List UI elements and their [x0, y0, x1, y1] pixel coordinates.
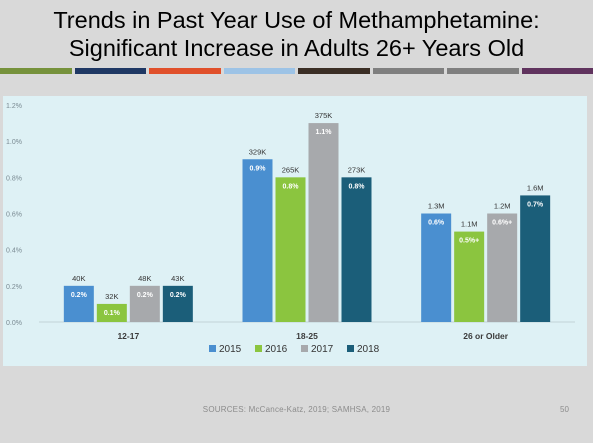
- bar-2016-26 or Older: [454, 231, 485, 322]
- bar-percent-label: 0.8%: [283, 183, 300, 190]
- color-strip-segment: [149, 68, 221, 74]
- legend-swatch-2018: [347, 345, 354, 352]
- bar-2018-18-25: [341, 177, 372, 322]
- legend-swatch-2016: [255, 345, 262, 352]
- bar-2018-26 or Older: [520, 195, 551, 322]
- bar-chart-panel: 0.0% 0.2% 0.4% 0.6% 0.8% 1.0% 1.2% 0.2% 40K 0.1% 3…: [3, 96, 587, 366]
- bar-count-label: 40K: [72, 274, 85, 283]
- x-axis-category-label: 26 or Older: [463, 331, 509, 341]
- bar-percent-label: 0.1%: [104, 310, 121, 317]
- bar-percent-label: 0.9%: [250, 165, 267, 172]
- y-axis-tick-label: 0.2%: [6, 284, 22, 291]
- bar-2016-12-17: [96, 303, 127, 322]
- bar-count-label: 1.1M: [461, 220, 478, 229]
- y-axis-tick-label: 0.8%: [6, 175, 22, 182]
- y-axis-tick-label: 1.2%: [6, 103, 22, 110]
- legend-label-2016: 2016: [265, 344, 288, 355]
- bar-percent-label: 0.5%+: [459, 238, 479, 245]
- y-axis-tick-label: 0.4%: [6, 248, 22, 255]
- slide-title-line-2: Significant Increase in Adults 26+ Years…: [68, 35, 525, 61]
- bar-percent-label: 0.2%: [137, 292, 154, 299]
- bar-count-label: 265K: [282, 165, 300, 174]
- color-strip-segment: [223, 68, 295, 74]
- bar-percent-label: 0.7%: [527, 201, 544, 208]
- bar-count-label: 273K: [348, 165, 366, 174]
- color-strip-segment: [298, 68, 370, 74]
- bar-percent-label: 1.1%: [316, 129, 333, 136]
- color-strip-segment: [0, 68, 72, 74]
- bar-percent-label: 0.6%: [428, 220, 445, 227]
- bar-2018-12-17: [162, 285, 193, 322]
- decorative-color-strip: [0, 68, 593, 74]
- color-strip-segment: [521, 68, 593, 74]
- y-axis-tick-label: 0.0%: [6, 320, 22, 327]
- slide-title-line-1: Trends in Past Year Use of Methamphetami…: [53, 7, 540, 33]
- bar-2017-26 or Older: [487, 213, 518, 322]
- bar-percent-label: 0.2%: [71, 292, 88, 299]
- bar-2017-18-25: [308, 123, 339, 322]
- sources-footer: SOURCES: McCance-Katz, 2019; SAMHSA, 201…: [202, 405, 391, 414]
- bar-count-label: 48K: [138, 274, 151, 283]
- bar-2015-26 or Older: [421, 213, 452, 322]
- bar-2017-12-17: [129, 285, 160, 322]
- y-axis-tick-label: 0.6%: [6, 212, 22, 219]
- bar-percent-label: 0.2%: [170, 292, 187, 299]
- color-strip-segment: [447, 68, 519, 74]
- bar-chart: 0.0% 0.2% 0.4% 0.6% 0.8% 1.0% 1.2% 0.2% 40K 0.1% 3…: [3, 96, 587, 366]
- bar-count-label: 32K: [105, 292, 118, 301]
- bar-count-label: 1.3M: [428, 202, 445, 211]
- legend-label-2015: 2015: [219, 344, 242, 355]
- bar-count-label: 329K: [249, 147, 267, 156]
- bar-percent-label: 0.6%+: [492, 220, 512, 227]
- page-number: 50: [560, 405, 569, 414]
- bar-count-label: 375K: [315, 111, 333, 120]
- x-axis-category-label: 12-17: [117, 331, 139, 341]
- legend-label-2017: 2017: [311, 344, 334, 355]
- x-axis-category-label: 18-25: [296, 331, 318, 341]
- bar-2015-18-25: [242, 159, 273, 322]
- legend-swatch-2017: [301, 345, 308, 352]
- bar-count-label: 1.6M: [527, 183, 544, 192]
- legend-swatch-2015: [209, 345, 216, 352]
- y-axis-tick-label: 1.0%: [6, 139, 22, 146]
- slide-title: Trends in Past Year Use of Methamphetami…: [0, 6, 593, 62]
- bar-2016-18-25: [275, 177, 306, 322]
- bar-count-label: 1.2M: [494, 202, 511, 211]
- bar-count-label: 43K: [171, 274, 184, 283]
- color-strip-segment: [74, 68, 146, 74]
- bar-percent-label: 0.8%: [349, 183, 366, 190]
- bar-2015-12-17: [63, 285, 94, 322]
- color-strip-segment: [372, 68, 444, 74]
- legend-label-2018: 2018: [357, 344, 380, 355]
